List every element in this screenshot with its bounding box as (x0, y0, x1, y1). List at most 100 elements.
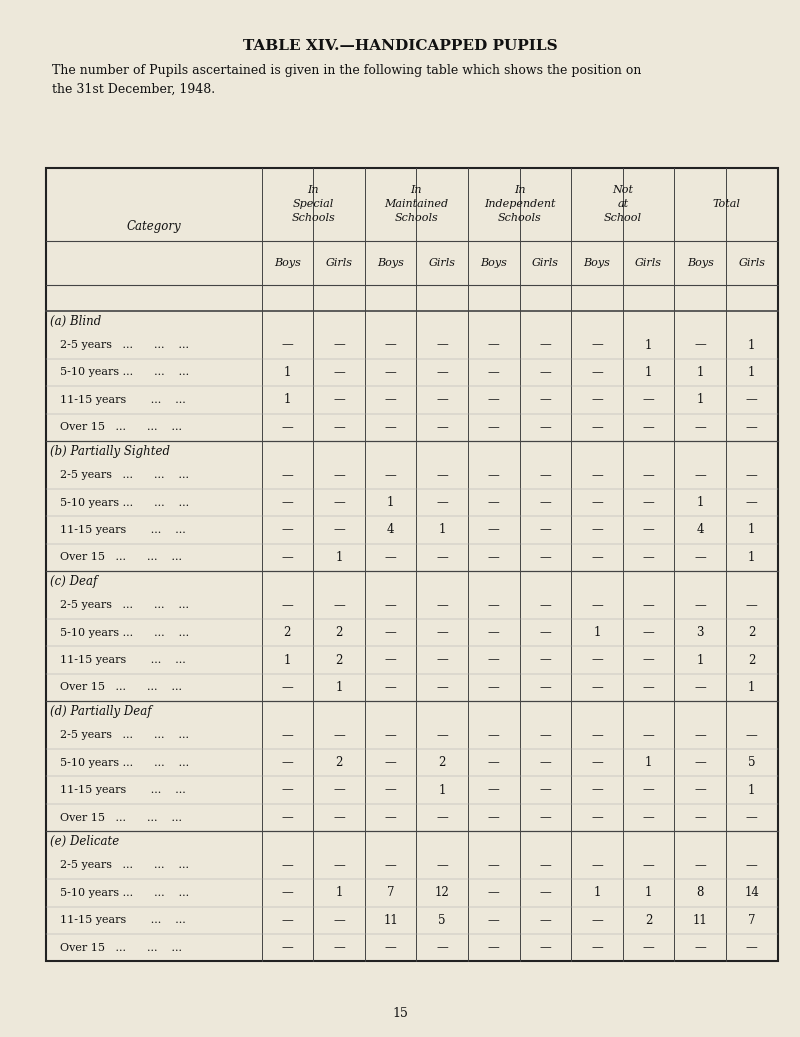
Text: —: — (488, 859, 500, 872)
Text: 2: 2 (284, 626, 291, 639)
Text: 1: 1 (748, 551, 755, 564)
Text: —: — (539, 338, 551, 352)
Text: 5-10 years ...      ...    ...: 5-10 years ... ... ... (60, 498, 189, 507)
Text: —: — (385, 729, 397, 741)
Text: —: — (746, 729, 758, 741)
Text: —: — (333, 393, 345, 407)
Text: Boys: Boys (274, 258, 301, 269)
Text: —: — (591, 524, 603, 536)
Text: —: — (539, 914, 551, 927)
Text: —: — (539, 756, 551, 769)
Text: —: — (539, 811, 551, 824)
Text: —: — (436, 859, 448, 872)
Text: —: — (642, 859, 654, 872)
Text: —: — (642, 681, 654, 694)
Text: 2-5 years   ...      ...    ...: 2-5 years ... ... ... (60, 730, 189, 740)
Text: —: — (385, 551, 397, 564)
Text: —: — (591, 859, 603, 872)
Text: In
Maintained
Schools: In Maintained Schools (384, 186, 449, 224)
Text: 1: 1 (697, 496, 704, 509)
Text: —: — (488, 551, 500, 564)
Text: 1: 1 (438, 784, 446, 796)
Text: —: — (642, 811, 654, 824)
Text: In
Independent
Schools: In Independent Schools (484, 186, 555, 224)
Text: —: — (642, 393, 654, 407)
Text: 1: 1 (697, 393, 704, 407)
Text: 1: 1 (748, 338, 755, 352)
Text: 1: 1 (748, 784, 755, 796)
Text: —: — (642, 496, 654, 509)
Text: —: — (436, 729, 448, 741)
Text: —: — (488, 784, 500, 796)
Text: —: — (436, 681, 448, 694)
Text: —: — (591, 393, 603, 407)
Text: —: — (436, 598, 448, 612)
Text: (c) Deaf: (c) Deaf (50, 574, 98, 588)
Text: —: — (385, 784, 397, 796)
Text: 1: 1 (594, 626, 601, 639)
Text: —: — (488, 811, 500, 824)
Text: 2: 2 (335, 626, 342, 639)
Text: Not
at
School: Not at School (604, 186, 642, 224)
Text: —: — (282, 942, 294, 954)
Text: —: — (436, 469, 448, 481)
Text: —: — (488, 626, 500, 639)
Text: —: — (488, 393, 500, 407)
Text: —: — (694, 338, 706, 352)
Text: —: — (282, 681, 294, 694)
Text: —: — (746, 496, 758, 509)
Text: 2: 2 (748, 626, 755, 639)
Text: —: — (539, 524, 551, 536)
Text: 11-15 years       ...    ...: 11-15 years ... ... (60, 655, 186, 665)
Text: —: — (436, 421, 448, 433)
Text: The number of Pupils ascertained is given in the following table which shows the: The number of Pupils ascertained is give… (52, 64, 642, 78)
Text: 15: 15 (392, 1007, 408, 1020)
Text: 5-10 years ...      ...    ...: 5-10 years ... ... ... (60, 758, 189, 767)
Text: —: — (591, 811, 603, 824)
Text: 7: 7 (748, 914, 755, 927)
Text: —: — (642, 784, 654, 796)
Text: —: — (282, 551, 294, 564)
Text: —: — (488, 653, 500, 667)
Text: Category: Category (126, 220, 181, 233)
Text: 1: 1 (594, 887, 601, 899)
Text: 4: 4 (387, 524, 394, 536)
Text: —: — (333, 421, 345, 433)
Text: —: — (591, 942, 603, 954)
Text: —: — (385, 366, 397, 379)
Text: —: — (591, 421, 603, 433)
Text: —: — (385, 859, 397, 872)
Text: —: — (385, 626, 397, 639)
Text: —: — (488, 887, 500, 899)
Text: —: — (282, 729, 294, 741)
Text: 2: 2 (645, 914, 652, 927)
Text: 2: 2 (438, 756, 446, 769)
Text: (e) Delicate: (e) Delicate (50, 835, 120, 848)
Text: 4: 4 (697, 524, 704, 536)
Text: —: — (642, 729, 654, 741)
Text: 1: 1 (335, 887, 342, 899)
Text: —: — (488, 729, 500, 741)
Text: 2-5 years   ...      ...    ...: 2-5 years ... ... ... (60, 340, 189, 351)
Text: 1: 1 (645, 756, 652, 769)
Text: 2: 2 (335, 653, 342, 667)
Text: —: — (488, 942, 500, 954)
Text: Girls: Girls (532, 258, 559, 269)
Text: 2-5 years   ...      ...    ...: 2-5 years ... ... ... (60, 470, 189, 480)
Text: Girls: Girls (738, 258, 766, 269)
Text: —: — (385, 421, 397, 433)
Text: 5-10 years ...      ...    ...: 5-10 years ... ... ... (60, 888, 189, 898)
Text: —: — (642, 626, 654, 639)
Text: —: — (642, 469, 654, 481)
Text: —: — (591, 551, 603, 564)
Text: 1: 1 (697, 366, 704, 379)
Text: 1: 1 (335, 551, 342, 564)
Text: —: — (642, 653, 654, 667)
Text: —: — (333, 469, 345, 481)
Text: —: — (488, 469, 500, 481)
Text: 1: 1 (645, 366, 652, 379)
Text: —: — (591, 338, 603, 352)
Text: —: — (385, 756, 397, 769)
Text: 1: 1 (697, 653, 704, 667)
Text: —: — (591, 469, 603, 481)
